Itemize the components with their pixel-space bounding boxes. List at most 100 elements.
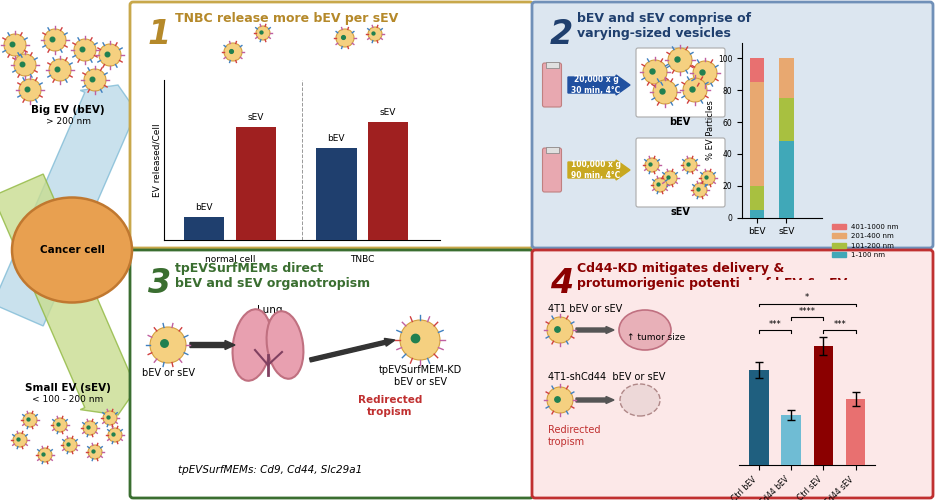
Circle shape — [683, 78, 707, 102]
Text: bEV: bEV — [196, 203, 212, 212]
Circle shape — [74, 39, 96, 61]
Text: tpEVSurfMEMs direct
bEV and sEV organotropism: tpEVSurfMEMs direct bEV and sEV organotr… — [175, 262, 370, 290]
Circle shape — [701, 171, 715, 185]
Circle shape — [693, 61, 717, 85]
Bar — [546, 62, 559, 68]
Circle shape — [683, 158, 697, 172]
Circle shape — [44, 29, 66, 51]
Circle shape — [49, 59, 71, 81]
Circle shape — [4, 34, 26, 56]
Ellipse shape — [232, 310, 271, 380]
FancyArrow shape — [0, 85, 139, 326]
FancyBboxPatch shape — [636, 138, 725, 207]
Text: < 100 - 200 nm: < 100 - 200 nm — [33, 394, 104, 404]
FancyBboxPatch shape — [543, 148, 562, 192]
Bar — [846, 399, 866, 465]
Bar — [184, 217, 225, 240]
Bar — [813, 346, 833, 465]
Bar — [779, 98, 794, 141]
Bar — [779, 58, 794, 98]
Bar — [750, 186, 765, 210]
Circle shape — [653, 80, 677, 104]
Text: 20,000 x g
30 min, 4°C: 20,000 x g 30 min, 4°C — [571, 76, 621, 94]
Circle shape — [103, 411, 117, 425]
Legend: 401-1000 nm, 201-400 nm, 101-200 nm, 1-100 nm: 401-1000 nm, 201-400 nm, 101-200 nm, 1-1… — [829, 221, 901, 261]
Text: TNBC: TNBC — [350, 256, 374, 264]
Y-axis label: % EV Particles: % EV Particles — [707, 100, 715, 160]
Circle shape — [693, 183, 707, 197]
Circle shape — [668, 48, 692, 72]
Circle shape — [13, 433, 27, 447]
Circle shape — [663, 171, 677, 185]
FancyBboxPatch shape — [130, 250, 533, 498]
Text: Redirected
tropism: Redirected tropism — [548, 425, 601, 446]
Circle shape — [108, 428, 122, 442]
Circle shape — [99, 44, 121, 66]
Bar — [779, 141, 794, 218]
Circle shape — [88, 445, 102, 459]
Bar — [316, 148, 357, 240]
Bar — [782, 415, 801, 465]
Text: 3: 3 — [148, 267, 171, 300]
Text: Cd44-KD mitigates delivery &
protumorigenic potential of bEV & sEV: Cd44-KD mitigates delivery & protumorige… — [577, 262, 847, 290]
FancyArrow shape — [568, 160, 630, 180]
Circle shape — [643, 60, 667, 84]
Circle shape — [400, 320, 440, 360]
Text: 2: 2 — [550, 18, 573, 51]
Text: 4T1 bEV or sEV: 4T1 bEV or sEV — [548, 304, 622, 314]
FancyArrow shape — [190, 340, 235, 349]
Text: sEV: sEV — [248, 113, 264, 122]
Bar — [546, 147, 559, 153]
FancyArrow shape — [0, 174, 139, 415]
Circle shape — [83, 421, 97, 435]
Text: Big EV (bEV): Big EV (bEV) — [31, 105, 105, 115]
Circle shape — [336, 29, 354, 47]
FancyArrow shape — [568, 75, 630, 95]
Text: tpEVSurfMEM-KD
bEV or sEV: tpEVSurfMEM-KD bEV or sEV — [378, 365, 461, 386]
Ellipse shape — [620, 384, 660, 416]
Bar — [236, 128, 276, 240]
Circle shape — [84, 69, 106, 91]
Circle shape — [368, 27, 382, 41]
Ellipse shape — [12, 198, 132, 302]
Y-axis label: EV released/Cell: EV released/Cell — [152, 123, 161, 197]
Circle shape — [645, 158, 659, 172]
Text: tpEVSurfMEMs: Cd9, Cd44, Slc29a1: tpEVSurfMEMs: Cd9, Cd44, Slc29a1 — [178, 465, 362, 475]
FancyArrow shape — [310, 338, 395, 362]
Text: sEV: sEV — [670, 207, 690, 217]
Bar — [750, 82, 765, 186]
Text: > 200 nm: > 200 nm — [46, 116, 91, 126]
Ellipse shape — [267, 311, 303, 379]
Circle shape — [63, 438, 77, 452]
Bar — [750, 210, 765, 218]
Circle shape — [53, 418, 67, 432]
Text: 100,000 x g
90 min, 4°C: 100,000 x g 90 min, 4°C — [571, 160, 621, 180]
Text: ****: **** — [798, 306, 816, 316]
Text: bEV and sEV comprise of
varying-sized vesicles: bEV and sEV comprise of varying-sized ve… — [577, 12, 751, 40]
FancyBboxPatch shape — [543, 63, 562, 107]
Text: 4T1-shCd44  bEV or sEV: 4T1-shCd44 bEV or sEV — [548, 372, 665, 382]
FancyBboxPatch shape — [532, 2, 933, 248]
Text: Redirected
tropism: Redirected tropism — [358, 395, 422, 416]
Circle shape — [653, 178, 667, 192]
Ellipse shape — [619, 310, 671, 350]
FancyArrow shape — [576, 396, 614, 404]
Text: TNBC release more bEV per sEV: TNBC release more bEV per sEV — [175, 12, 398, 25]
FancyBboxPatch shape — [532, 250, 933, 498]
Circle shape — [224, 43, 242, 61]
Text: ↑ tumor size: ↑ tumor size — [627, 332, 685, 342]
Text: 4: 4 — [550, 267, 573, 300]
Text: *: * — [805, 294, 810, 302]
Bar — [368, 122, 408, 240]
Text: Cancer cell: Cancer cell — [39, 245, 105, 255]
Text: bEV or sEV: bEV or sEV — [141, 368, 195, 378]
Text: Lung
tropic: Lung tropic — [255, 305, 285, 326]
Circle shape — [547, 387, 573, 413]
Circle shape — [14, 54, 36, 76]
Text: 1: 1 — [148, 18, 171, 51]
FancyArrow shape — [576, 326, 614, 334]
Bar — [750, 58, 765, 82]
Circle shape — [547, 317, 573, 343]
Text: normal cell: normal cell — [205, 256, 256, 264]
Text: sEV: sEV — [380, 108, 396, 117]
